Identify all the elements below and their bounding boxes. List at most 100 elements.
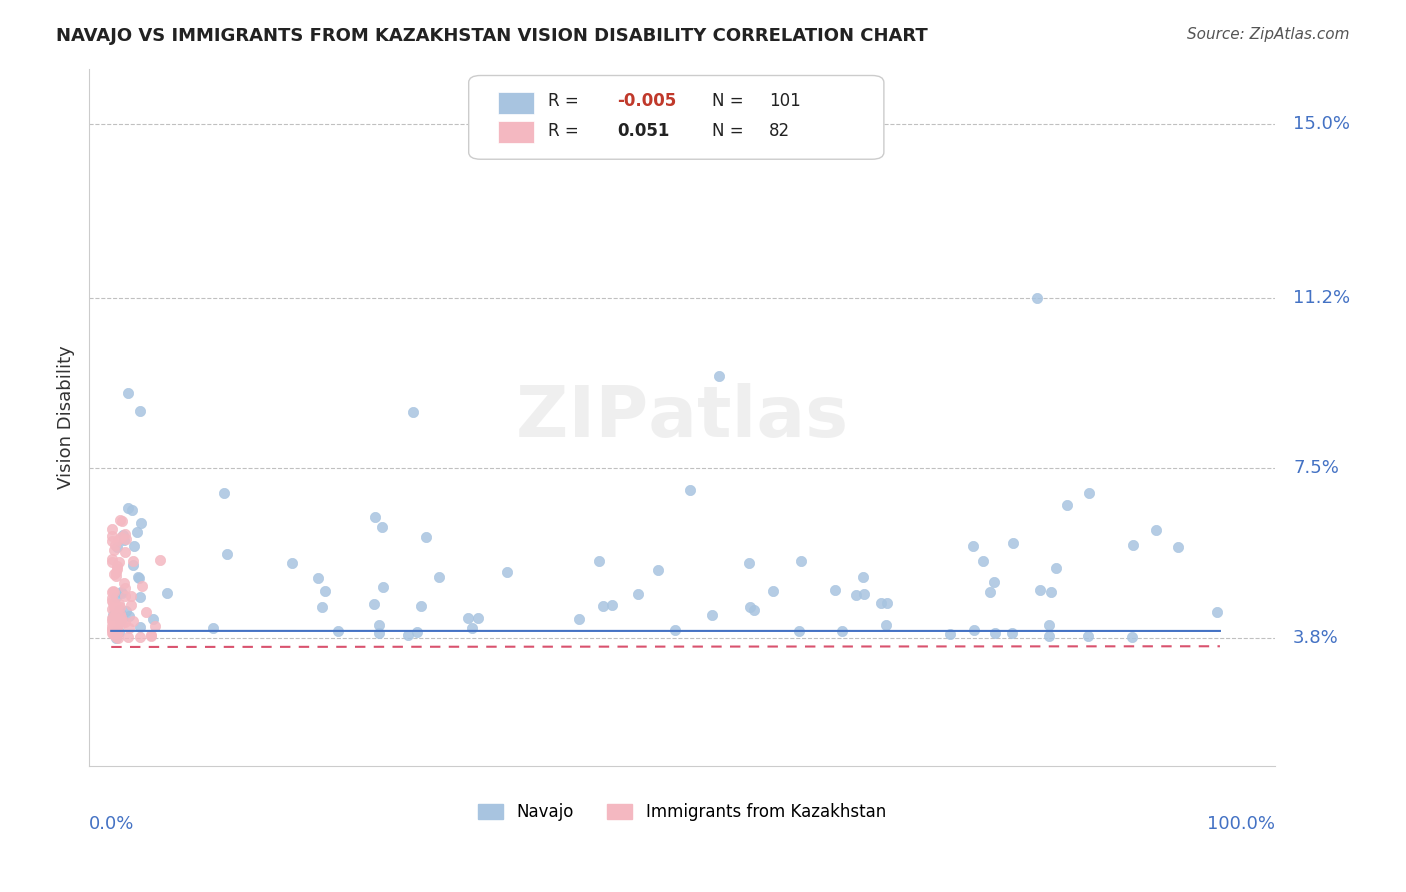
Point [118,621,141,635]
Point [114,581,136,595]
Point [962,539,984,553]
Text: N =: N = [711,92,749,111]
Point [1025,291,1047,305]
Point [129,620,152,634]
Point [1077,629,1099,643]
Point [363,597,385,611]
Point [824,582,846,597]
Point [103,610,125,624]
Point [104,590,127,604]
Text: R =: R = [548,122,583,140]
Point [117,500,139,515]
Point [314,584,336,599]
Point [411,599,433,613]
Point [107,555,129,569]
Point [103,614,125,628]
Point [1206,605,1229,619]
Point [105,540,128,554]
Point [105,623,128,637]
Point [568,612,591,626]
Text: Source: ZipAtlas.com: Source: ZipAtlas.com [1187,27,1350,42]
Point [128,591,150,605]
Point [104,617,127,632]
Point [852,586,875,600]
Point [979,584,1001,599]
Point [105,631,128,645]
Point [740,600,762,615]
Text: 15.0%: 15.0% [1294,114,1350,133]
Point [972,554,994,568]
Point [103,601,125,615]
Point [402,404,425,418]
Point [1001,626,1024,640]
Point [107,625,129,640]
Point [326,624,349,639]
Point [368,626,391,640]
Point [128,571,150,585]
Point [1038,629,1060,643]
Point [627,587,650,601]
Point [131,579,153,593]
Point [117,385,139,400]
Point [104,615,127,629]
Point [101,529,124,543]
Point [101,613,124,627]
Point [364,510,387,524]
Point [214,486,236,500]
Point [647,563,669,577]
Point [370,520,392,534]
Point [101,585,124,599]
Point [110,610,132,624]
Point [120,599,142,613]
Point [112,533,135,548]
Point [215,547,238,561]
Point [105,569,128,583]
Point [107,621,129,635]
Point [104,615,127,630]
Point [114,615,136,629]
Point [457,610,479,624]
Point [101,583,124,598]
Point [105,624,128,639]
Text: ZIP​atlas: ZIP​atlas [516,383,848,452]
Point [1144,523,1167,537]
Point [467,611,489,625]
Point [371,580,394,594]
Text: 7.5%: 7.5% [1294,458,1339,477]
Point [845,588,868,602]
Point [105,562,128,576]
Point [939,627,962,641]
Point [105,623,128,637]
Point [111,586,134,600]
Point [396,628,419,642]
Point [112,527,135,541]
Point [280,556,302,570]
Point [700,608,723,623]
Point [368,618,391,632]
Point [1040,585,1063,599]
Point [679,483,702,497]
Point [201,621,224,635]
Point [602,598,624,612]
Point [307,570,329,584]
Text: 100.0%: 100.0% [1208,815,1275,833]
FancyBboxPatch shape [498,92,534,114]
Point [101,594,124,608]
Point [114,604,136,618]
Point [104,598,127,612]
Point [101,607,124,622]
Point [104,631,127,645]
Text: N =: N = [711,122,749,140]
Point [101,611,124,625]
Point [101,614,124,628]
Point [707,369,730,384]
Point [114,527,136,541]
Text: 0.051: 0.051 [617,122,669,140]
Point [870,596,893,610]
Point [125,524,148,539]
Point [112,575,135,590]
Y-axis label: Vision Disability: Vision Disability [58,345,75,490]
Point [103,622,125,636]
Point [115,532,138,546]
Point [101,534,124,549]
